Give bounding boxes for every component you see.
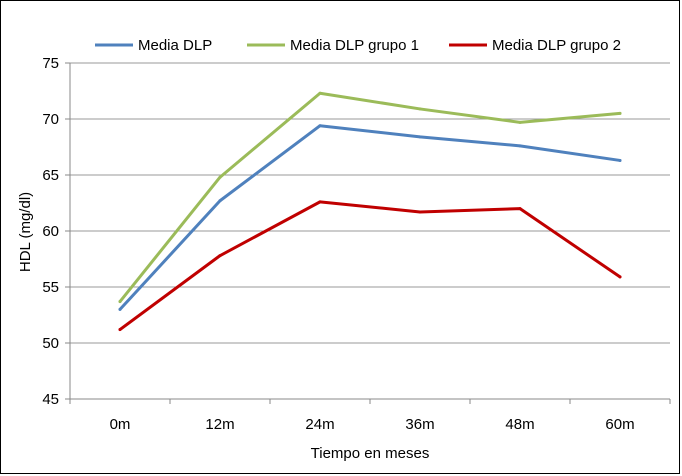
legend-label: Media DLP grupo 1 bbox=[290, 37, 419, 54]
y-tick-label: 65 bbox=[42, 167, 59, 184]
y-tick-label: 75 bbox=[42, 55, 59, 72]
y-axis-title: HDL (mg/dl) bbox=[17, 192, 34, 272]
gridlines bbox=[70, 62, 670, 344]
data-point bbox=[118, 300, 122, 304]
axes: 45 50 55 60 65 70 75 0m 12m 24m 36m 48m 60m bbox=[42, 55, 671, 433]
data-point bbox=[518, 144, 522, 148]
legend: Media DLP Media DLP grupo 1 Media DLP grup… bbox=[95, 37, 621, 54]
y-tick-label: 60 bbox=[42, 223, 59, 240]
y-tick-label: 50 bbox=[42, 335, 59, 352]
data-point bbox=[418, 107, 422, 111]
x-tick-label: 60m bbox=[605, 416, 634, 433]
data-point bbox=[618, 111, 622, 115]
x-tick-label: 48m bbox=[505, 416, 534, 433]
y-tick-label: 55 bbox=[42, 279, 59, 296]
series-line-1 bbox=[118, 124, 622, 311]
x-tick-label: 36m bbox=[405, 416, 434, 433]
y-tick-label: 70 bbox=[42, 111, 59, 128]
data-point bbox=[218, 175, 222, 179]
data-point bbox=[618, 275, 622, 279]
series-line-3 bbox=[118, 200, 622, 332]
data-point bbox=[418, 135, 422, 139]
legend-label: Media DLP bbox=[138, 37, 212, 54]
x-tick-label: 12m bbox=[205, 416, 234, 433]
x-tick-label: 0m bbox=[110, 416, 131, 433]
data-point bbox=[618, 158, 622, 162]
data-point bbox=[418, 210, 422, 214]
data-point bbox=[218, 199, 222, 203]
data-point bbox=[218, 254, 222, 258]
x-axis-title: Tiempo en meses bbox=[311, 445, 430, 462]
series-line-2 bbox=[118, 91, 622, 304]
series-lines bbox=[118, 91, 622, 332]
data-point bbox=[518, 207, 522, 211]
y-tick-label: 45 bbox=[42, 391, 59, 408]
data-point bbox=[118, 328, 122, 332]
data-point bbox=[118, 307, 122, 311]
data-point bbox=[318, 200, 322, 204]
data-point bbox=[318, 124, 322, 128]
legend-label: Media DLP grupo 2 bbox=[492, 37, 621, 54]
data-point bbox=[518, 120, 522, 124]
x-tick-label: 24m bbox=[305, 416, 334, 433]
data-point bbox=[318, 91, 322, 95]
